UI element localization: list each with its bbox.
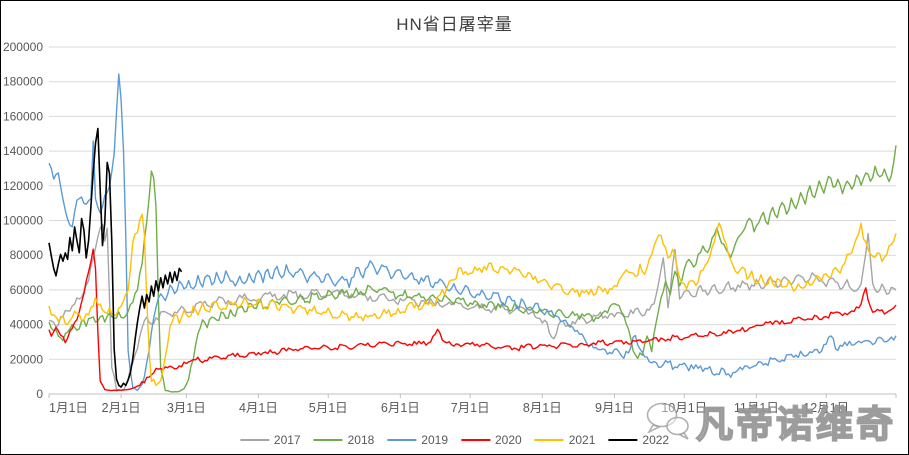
chart-legend: 2017 2018 2019 2020 2021 2022 <box>239 433 669 447</box>
legend-label: 2020 <box>495 433 522 447</box>
legend-swatch-2020 <box>461 439 490 441</box>
y-axis-tick-label: 200000 <box>3 40 43 54</box>
legend-swatch-2021 <box>534 439 564 441</box>
y-axis-tick-label: 20000 <box>10 352 44 366</box>
y-axis-tick-label: 100000 <box>3 214 43 228</box>
x-axis-tick-label: 12月1日 <box>803 401 849 415</box>
series-line-2019 <box>48 73 897 392</box>
legend-label: 2017 <box>273 433 301 447</box>
x-axis-tick-label: 7月1日 <box>451 401 490 415</box>
legend-swatch-2018 <box>313 439 343 441</box>
x-axis-tick-label: 11月1日 <box>734 401 779 415</box>
x-axis-tick-label: 1月1日 <box>49 401 88 415</box>
series-line-2022 <box>48 127 183 388</box>
x-axis-tick-label: 10月1日 <box>661 401 707 415</box>
y-axis-tick-label: 140000 <box>3 144 43 158</box>
y-axis-tick-label: 60000 <box>10 283 44 297</box>
x-axis-tick-label: 8月1日 <box>523 401 562 415</box>
legend-item-2022: 2022 <box>608 433 669 447</box>
x-axis-tick-label: 6月1日 <box>381 401 420 415</box>
legend-label: 2022 <box>642 433 670 447</box>
y-axis-tick-label: 160000 <box>3 109 43 123</box>
legend-item-2017: 2017 <box>239 433 301 447</box>
x-axis-tick-label: 4月1日 <box>239 401 278 415</box>
y-axis-tick-label: 40000 <box>10 318 44 332</box>
legend-swatch-2022 <box>608 439 638 441</box>
series-line-2020 <box>48 248 897 392</box>
chart-title: HN省日屠宰量 <box>396 15 513 34</box>
legend-label: 2019 <box>421 433 448 447</box>
x-axis-tick-label: 5月1日 <box>309 401 348 415</box>
y-axis-tick-label: 0 <box>36 387 43 401</box>
legend-swatch-2019 <box>387 439 417 441</box>
legend-label: 2021 <box>568 433 596 447</box>
legend-item-2019: 2019 <box>387 433 448 447</box>
x-axis-tick-label: 2月1日 <box>102 401 141 415</box>
series-line-2021 <box>48 213 897 387</box>
series-line-2017 <box>48 223 897 392</box>
series-line-2018 <box>48 145 897 393</box>
legend-item-2021: 2021 <box>534 433 596 447</box>
legend-item-2018: 2018 <box>313 433 375 447</box>
y-axis-tick-label: 80000 <box>10 248 44 262</box>
y-axis-tick-label: 180000 <box>3 75 43 89</box>
y-axis-tick-label: 120000 <box>3 179 43 193</box>
legend-swatch-2017 <box>239 439 269 441</box>
legend-label: 2018 <box>347 433 375 447</box>
x-axis-tick-label: 3月1日 <box>167 401 206 415</box>
legend-item-2020: 2020 <box>461 433 522 447</box>
x-axis-tick-label: 9月1日 <box>595 401 634 415</box>
